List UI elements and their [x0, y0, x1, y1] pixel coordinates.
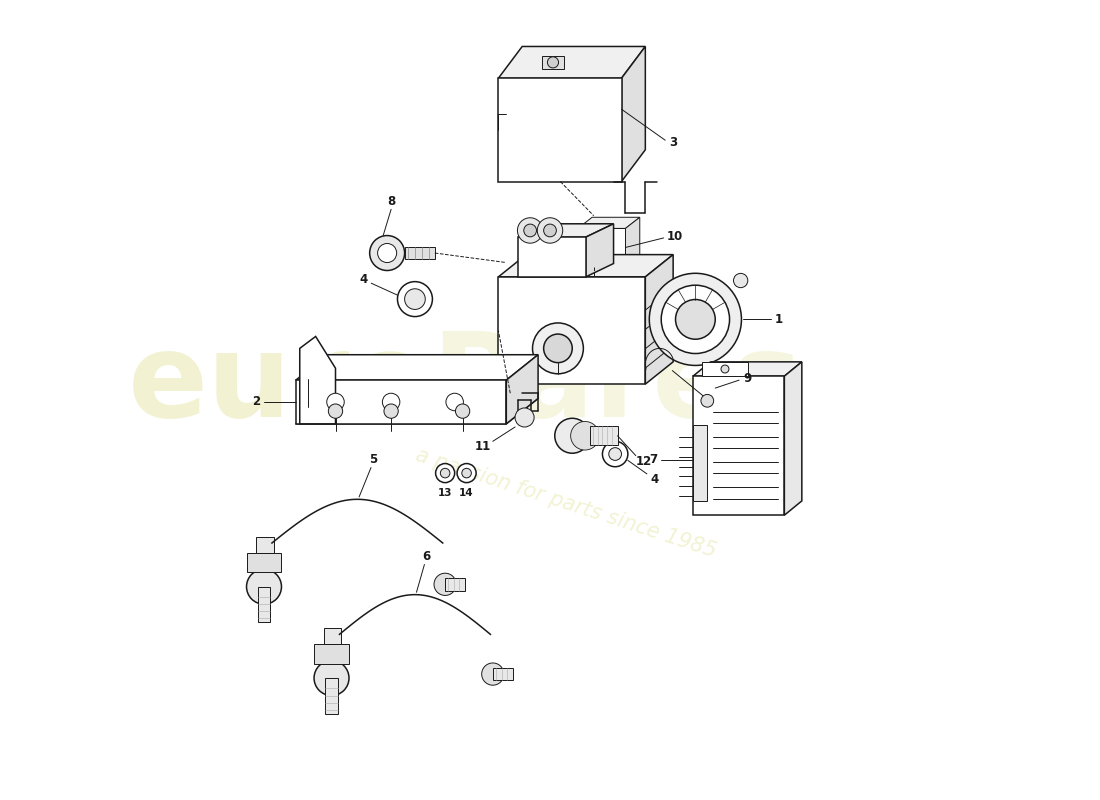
- Bar: [323, 628, 341, 644]
- Bar: [693, 376, 784, 515]
- Circle shape: [649, 274, 741, 366]
- Polygon shape: [498, 46, 646, 78]
- Circle shape: [515, 408, 535, 427]
- Polygon shape: [621, 46, 646, 182]
- Text: 9: 9: [742, 372, 751, 385]
- Polygon shape: [586, 224, 614, 277]
- Text: 7: 7: [649, 453, 658, 466]
- Bar: [257, 586, 271, 622]
- Circle shape: [532, 323, 583, 374]
- Circle shape: [327, 394, 344, 410]
- Bar: [702, 362, 748, 376]
- Circle shape: [675, 299, 715, 339]
- Polygon shape: [498, 254, 673, 277]
- Circle shape: [434, 573, 456, 595]
- Text: 6: 6: [422, 550, 430, 563]
- Polygon shape: [296, 354, 538, 380]
- Bar: [256, 537, 274, 553]
- Bar: [446, 578, 465, 590]
- Circle shape: [701, 394, 714, 407]
- Bar: [498, 277, 646, 384]
- Text: euro: euro: [128, 326, 431, 442]
- Circle shape: [446, 394, 463, 410]
- Circle shape: [384, 404, 398, 418]
- Polygon shape: [296, 398, 538, 424]
- Circle shape: [608, 448, 622, 460]
- Circle shape: [554, 418, 590, 454]
- Text: 1: 1: [774, 313, 783, 326]
- Circle shape: [543, 334, 572, 362]
- Text: a passion for parts since 1985: a passion for parts since 1985: [412, 445, 718, 562]
- Circle shape: [405, 289, 426, 310]
- Text: Pares: Pares: [431, 326, 803, 442]
- Circle shape: [370, 235, 405, 270]
- Circle shape: [440, 468, 450, 478]
- Circle shape: [548, 57, 559, 68]
- Polygon shape: [300, 337, 336, 424]
- Circle shape: [436, 463, 454, 482]
- Text: 10: 10: [667, 230, 683, 243]
- Text: 2: 2: [252, 395, 260, 409]
- Circle shape: [383, 394, 400, 410]
- Circle shape: [517, 218, 543, 243]
- Circle shape: [246, 570, 282, 604]
- Circle shape: [462, 468, 472, 478]
- Bar: [315, 644, 349, 664]
- Bar: [542, 56, 564, 69]
- Text: 3: 3: [669, 136, 678, 149]
- Circle shape: [397, 282, 432, 317]
- Bar: [326, 678, 338, 714]
- Polygon shape: [518, 224, 614, 237]
- Polygon shape: [693, 362, 802, 376]
- Text: 12: 12: [636, 454, 652, 468]
- Circle shape: [603, 442, 628, 466]
- Circle shape: [661, 286, 729, 354]
- Circle shape: [720, 365, 729, 373]
- Bar: [693, 425, 707, 502]
- Text: 13: 13: [438, 488, 452, 498]
- Circle shape: [571, 422, 600, 450]
- Bar: [590, 426, 617, 446]
- Circle shape: [537, 218, 563, 243]
- Polygon shape: [506, 354, 538, 424]
- Bar: [246, 553, 282, 572]
- Circle shape: [734, 274, 748, 288]
- Polygon shape: [578, 218, 640, 228]
- Bar: [405, 247, 435, 258]
- Polygon shape: [498, 78, 622, 182]
- Bar: [296, 380, 506, 424]
- Polygon shape: [626, 218, 640, 266]
- Text: 4: 4: [651, 473, 659, 486]
- Text: 5: 5: [370, 453, 377, 466]
- Circle shape: [482, 663, 504, 686]
- Circle shape: [377, 243, 397, 262]
- Circle shape: [458, 463, 476, 482]
- Text: 4: 4: [360, 273, 367, 286]
- Text: 14: 14: [460, 488, 474, 498]
- Bar: [578, 229, 626, 266]
- Text: 11: 11: [475, 440, 492, 454]
- Bar: [518, 237, 586, 277]
- Circle shape: [329, 404, 343, 418]
- Polygon shape: [646, 254, 673, 384]
- Circle shape: [543, 224, 557, 237]
- Circle shape: [455, 404, 470, 418]
- Text: 8: 8: [387, 195, 395, 208]
- Bar: [493, 668, 513, 681]
- Circle shape: [315, 661, 349, 695]
- Circle shape: [524, 224, 537, 237]
- Polygon shape: [784, 362, 802, 515]
